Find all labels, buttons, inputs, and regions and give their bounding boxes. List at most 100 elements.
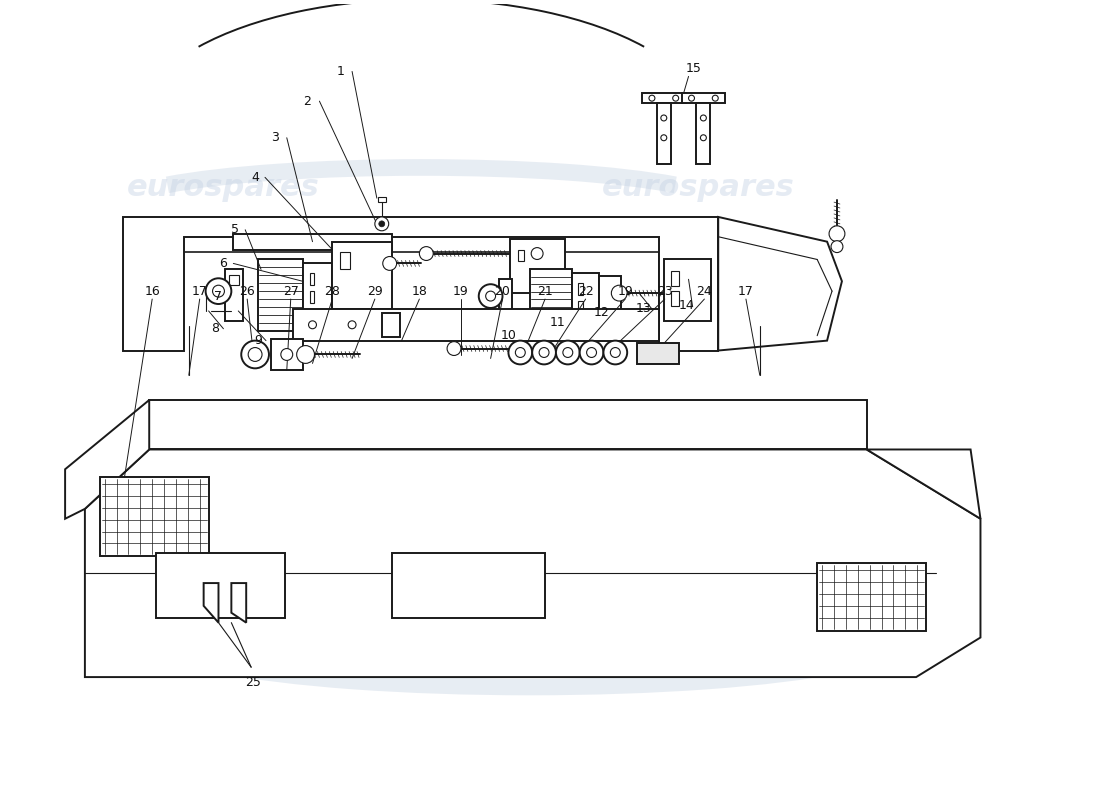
Circle shape xyxy=(649,95,654,101)
Text: eurospares: eurospares xyxy=(157,574,350,602)
Circle shape xyxy=(610,347,620,358)
Polygon shape xyxy=(85,450,980,677)
Bar xyxy=(530,270,572,337)
Text: eurospares: eurospares xyxy=(621,574,815,602)
Circle shape xyxy=(280,349,293,361)
Bar xyxy=(663,259,712,321)
Bar xyxy=(637,342,679,364)
Bar xyxy=(671,291,679,306)
Text: 20: 20 xyxy=(495,285,510,298)
Polygon shape xyxy=(867,450,980,518)
Text: 3: 3 xyxy=(271,131,278,144)
Circle shape xyxy=(419,246,433,261)
Circle shape xyxy=(308,321,317,329)
Circle shape xyxy=(486,291,496,301)
Circle shape xyxy=(348,321,356,329)
Circle shape xyxy=(516,347,526,358)
Circle shape xyxy=(673,95,679,101)
Circle shape xyxy=(612,286,627,301)
Text: 15: 15 xyxy=(685,62,702,75)
Bar xyxy=(817,563,926,630)
Circle shape xyxy=(447,342,461,355)
Circle shape xyxy=(539,347,549,358)
Bar xyxy=(302,263,332,325)
Circle shape xyxy=(586,347,596,358)
Polygon shape xyxy=(134,222,179,341)
Text: 11: 11 xyxy=(550,316,565,330)
Circle shape xyxy=(661,115,667,121)
Text: 4: 4 xyxy=(251,171,258,184)
Bar xyxy=(309,274,315,286)
Bar xyxy=(100,477,209,556)
Text: 22: 22 xyxy=(578,285,594,298)
Polygon shape xyxy=(134,222,703,251)
Circle shape xyxy=(383,257,397,270)
Circle shape xyxy=(829,226,845,242)
Bar xyxy=(671,271,679,286)
Text: 23: 23 xyxy=(657,285,673,298)
Polygon shape xyxy=(659,222,703,341)
Bar xyxy=(696,103,711,165)
Circle shape xyxy=(563,347,573,358)
Text: 5: 5 xyxy=(231,223,240,236)
Circle shape xyxy=(689,95,694,101)
Circle shape xyxy=(249,347,262,362)
Bar xyxy=(642,94,685,103)
Text: 26: 26 xyxy=(240,285,255,298)
Circle shape xyxy=(508,341,532,364)
Bar xyxy=(518,250,525,262)
Polygon shape xyxy=(65,400,150,518)
Text: 1: 1 xyxy=(337,65,344,78)
Text: 19: 19 xyxy=(453,285,469,298)
Text: 18: 18 xyxy=(411,285,427,298)
Text: 8: 8 xyxy=(211,322,220,335)
Bar xyxy=(578,301,583,313)
Circle shape xyxy=(378,221,385,227)
Bar xyxy=(657,103,671,165)
Bar xyxy=(382,313,399,337)
Bar xyxy=(156,554,285,618)
Text: 6: 6 xyxy=(220,257,228,270)
Polygon shape xyxy=(231,583,246,622)
Text: eurospares: eurospares xyxy=(128,173,320,202)
Circle shape xyxy=(297,346,315,363)
Bar xyxy=(340,251,350,270)
Bar xyxy=(572,274,600,330)
Bar xyxy=(682,94,725,103)
Text: 28: 28 xyxy=(324,285,340,298)
Bar xyxy=(510,238,564,293)
Text: 19: 19 xyxy=(617,285,634,298)
Text: eurospares: eurospares xyxy=(602,173,795,202)
Text: 7: 7 xyxy=(214,290,222,302)
Bar xyxy=(271,338,303,370)
Text: 29: 29 xyxy=(367,285,383,298)
Polygon shape xyxy=(233,234,392,250)
Text: 21: 21 xyxy=(537,285,553,298)
Bar xyxy=(498,279,513,311)
Circle shape xyxy=(580,341,604,364)
Text: 17: 17 xyxy=(738,285,754,298)
Circle shape xyxy=(701,115,706,121)
Circle shape xyxy=(713,95,718,101)
Circle shape xyxy=(701,134,706,141)
Bar xyxy=(309,291,315,303)
Circle shape xyxy=(604,341,627,364)
Text: 27: 27 xyxy=(283,285,299,298)
Text: 25: 25 xyxy=(245,675,261,689)
Circle shape xyxy=(556,341,580,364)
Circle shape xyxy=(212,286,224,297)
Text: 10: 10 xyxy=(500,329,516,342)
Text: 12: 12 xyxy=(594,306,609,319)
Bar xyxy=(226,270,243,321)
Circle shape xyxy=(206,278,231,304)
Circle shape xyxy=(532,341,556,364)
Polygon shape xyxy=(204,583,219,622)
Bar xyxy=(332,242,392,309)
Bar xyxy=(377,197,386,202)
Circle shape xyxy=(241,341,270,368)
Bar xyxy=(293,309,659,341)
Polygon shape xyxy=(718,217,842,350)
Text: 16: 16 xyxy=(144,285,161,298)
Circle shape xyxy=(531,248,543,259)
Circle shape xyxy=(375,217,388,230)
